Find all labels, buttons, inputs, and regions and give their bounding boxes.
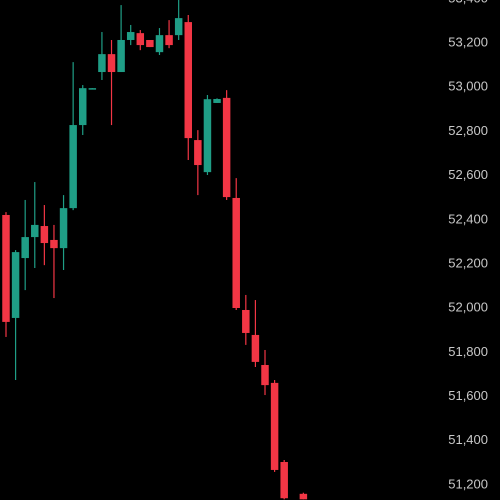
y-tick-label: 52,600 bbox=[448, 167, 488, 182]
candle-body bbox=[50, 239, 58, 249]
candle-body bbox=[299, 493, 308, 500]
candle-body bbox=[155, 35, 164, 53]
y-tick-label: 52,400 bbox=[448, 211, 488, 226]
candle-body bbox=[126, 32, 135, 40]
candle-body bbox=[59, 208, 68, 249]
candle-body bbox=[280, 461, 288, 499]
candle-body bbox=[194, 140, 202, 166]
candle-body bbox=[98, 54, 106, 73]
candle-body bbox=[107, 54, 116, 73]
candle-body bbox=[69, 125, 77, 209]
y-tick-label: 51,800 bbox=[448, 344, 488, 359]
candle-body bbox=[117, 39, 125, 73]
candle-body bbox=[203, 99, 212, 173]
candle-body bbox=[165, 35, 173, 46]
y-tick-label: 51,600 bbox=[448, 388, 488, 403]
candle-body bbox=[184, 22, 193, 139]
candle-body bbox=[251, 334, 260, 362]
y-tick-label: 53,200 bbox=[448, 35, 488, 50]
candle-body bbox=[2, 214, 10, 322]
candle-body bbox=[146, 39, 154, 48]
candle-body bbox=[88, 88, 97, 90]
y-tick-label: 52,800 bbox=[448, 123, 488, 138]
candle-body bbox=[242, 309, 250, 333]
candle-body bbox=[78, 88, 87, 126]
y-tick-label: 52,200 bbox=[448, 255, 488, 270]
candle-body bbox=[270, 382, 279, 470]
y-tick-label: 51,400 bbox=[448, 432, 488, 447]
y-tick-label: 53,000 bbox=[448, 79, 488, 94]
candle-body bbox=[174, 18, 183, 36]
candle-body bbox=[11, 252, 20, 318]
y-tick-label: 51,200 bbox=[448, 476, 488, 491]
candle-body bbox=[232, 197, 240, 308]
candle-body bbox=[213, 98, 221, 103]
y-tick-label: 53,400 bbox=[448, 0, 488, 5]
candle-body bbox=[31, 224, 39, 238]
candle-body bbox=[136, 33, 145, 46]
candle-body bbox=[40, 226, 49, 244]
candle-body bbox=[21, 237, 29, 259]
y-tick-label: 52,000 bbox=[448, 300, 488, 315]
candle-body bbox=[261, 365, 269, 386]
candle-body bbox=[222, 97, 231, 198]
